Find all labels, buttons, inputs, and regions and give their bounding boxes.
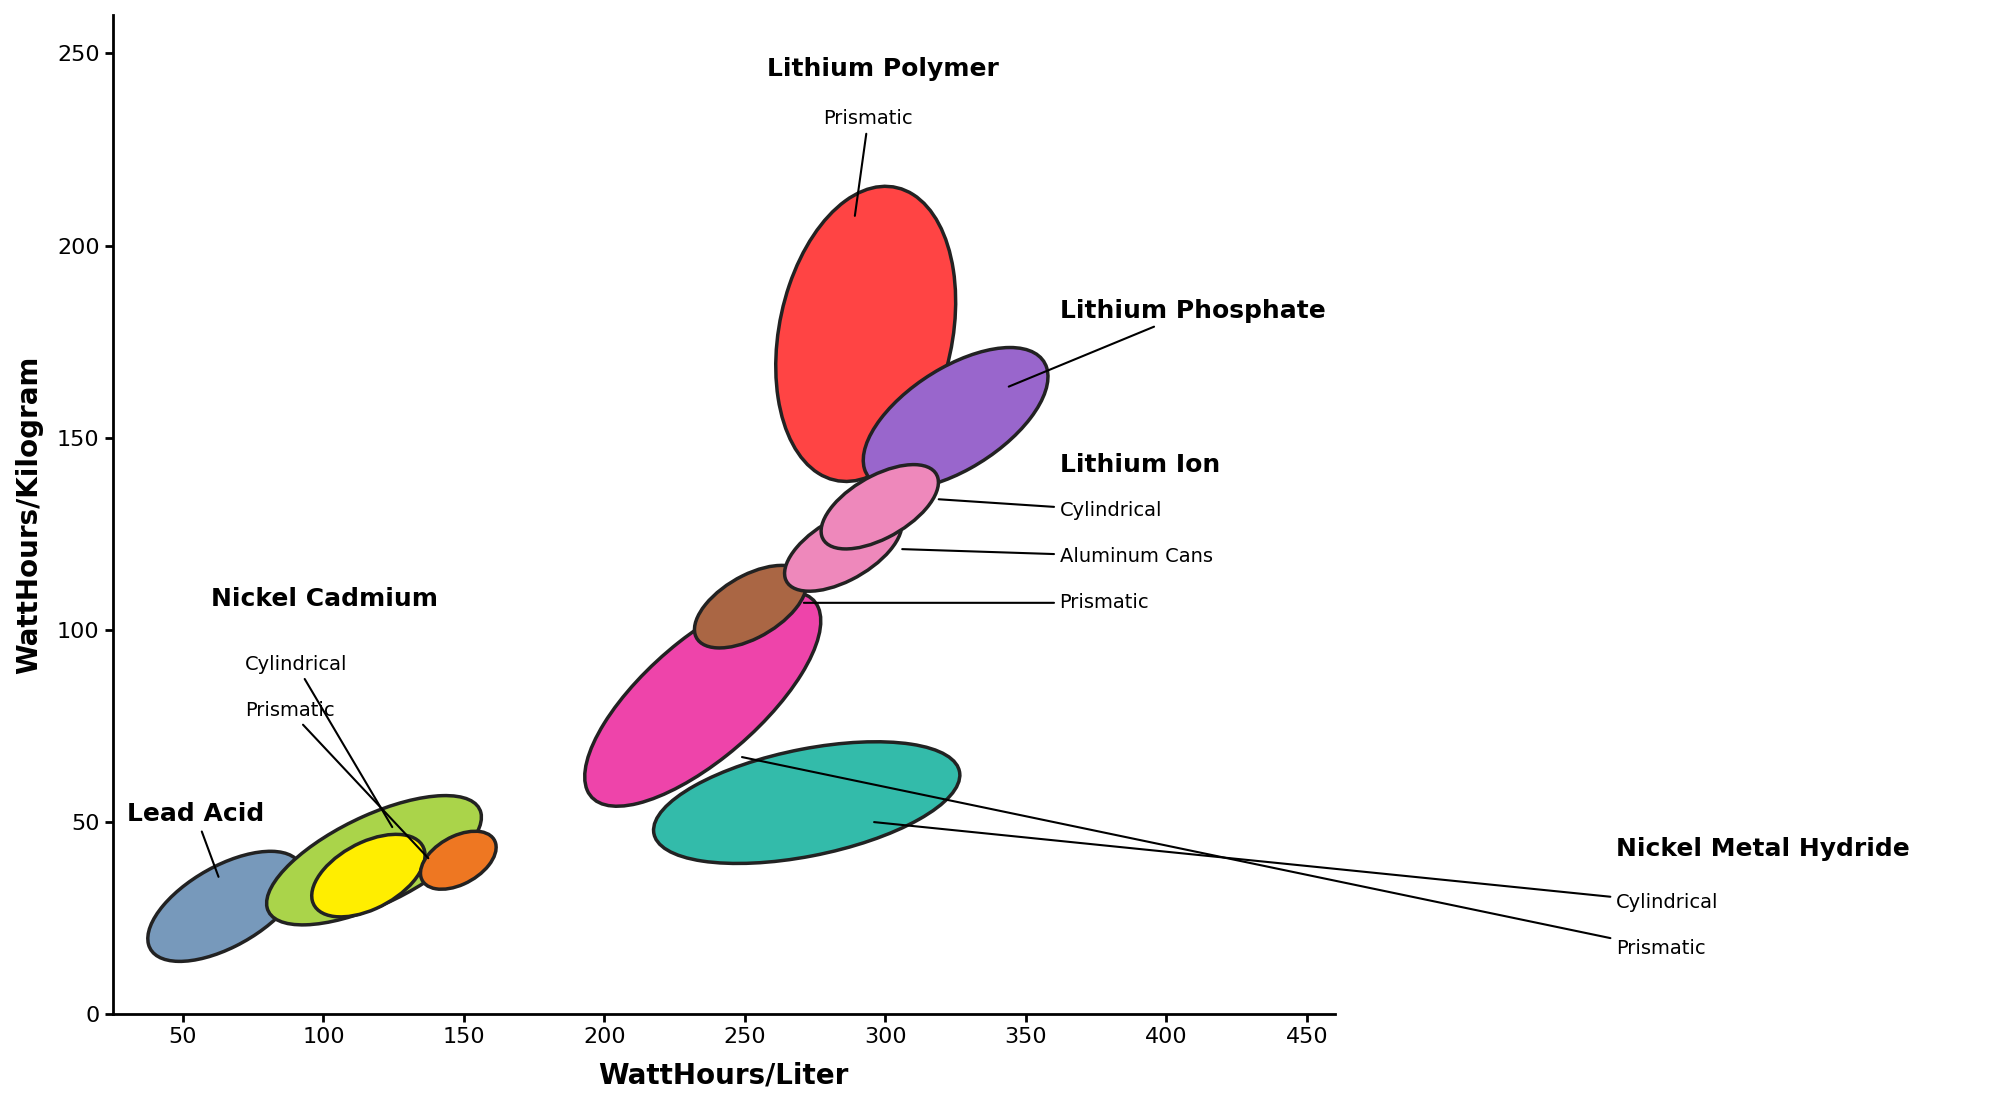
Text: Lithium Ion: Lithium Ion: [1060, 453, 1220, 477]
Text: Lead Acid: Lead Acid: [126, 803, 264, 877]
Text: Cylindrical: Cylindrical: [874, 822, 1718, 912]
Ellipse shape: [784, 507, 902, 592]
Text: Prismatic: Prismatic: [244, 701, 428, 858]
Text: Nickel Cadmium: Nickel Cadmium: [212, 587, 438, 611]
Ellipse shape: [654, 742, 960, 863]
Text: Aluminum Cans: Aluminum Cans: [902, 548, 1212, 566]
Ellipse shape: [266, 796, 482, 925]
Text: Nickel Metal Hydride: Nickel Metal Hydride: [1616, 837, 1910, 861]
Y-axis label: WattHours/Kilogram: WattHours/Kilogram: [16, 355, 44, 673]
Ellipse shape: [420, 831, 496, 889]
Text: Prismatic: Prismatic: [742, 757, 1706, 958]
Ellipse shape: [822, 465, 938, 549]
Ellipse shape: [584, 592, 820, 806]
Text: Cylindrical: Cylindrical: [244, 655, 392, 827]
Ellipse shape: [312, 835, 426, 917]
Ellipse shape: [148, 851, 302, 962]
Text: Cylindrical: Cylindrical: [938, 499, 1162, 520]
Text: Prismatic: Prismatic: [824, 109, 914, 216]
Text: Lithium Polymer: Lithium Polymer: [768, 56, 1000, 81]
Text: Lithium Phosphate: Lithium Phosphate: [1008, 299, 1326, 386]
Ellipse shape: [864, 348, 1048, 489]
Ellipse shape: [776, 187, 956, 481]
Text: Prismatic: Prismatic: [804, 593, 1150, 613]
Ellipse shape: [694, 565, 806, 648]
X-axis label: WattHours/Liter: WattHours/Liter: [598, 1061, 850, 1089]
